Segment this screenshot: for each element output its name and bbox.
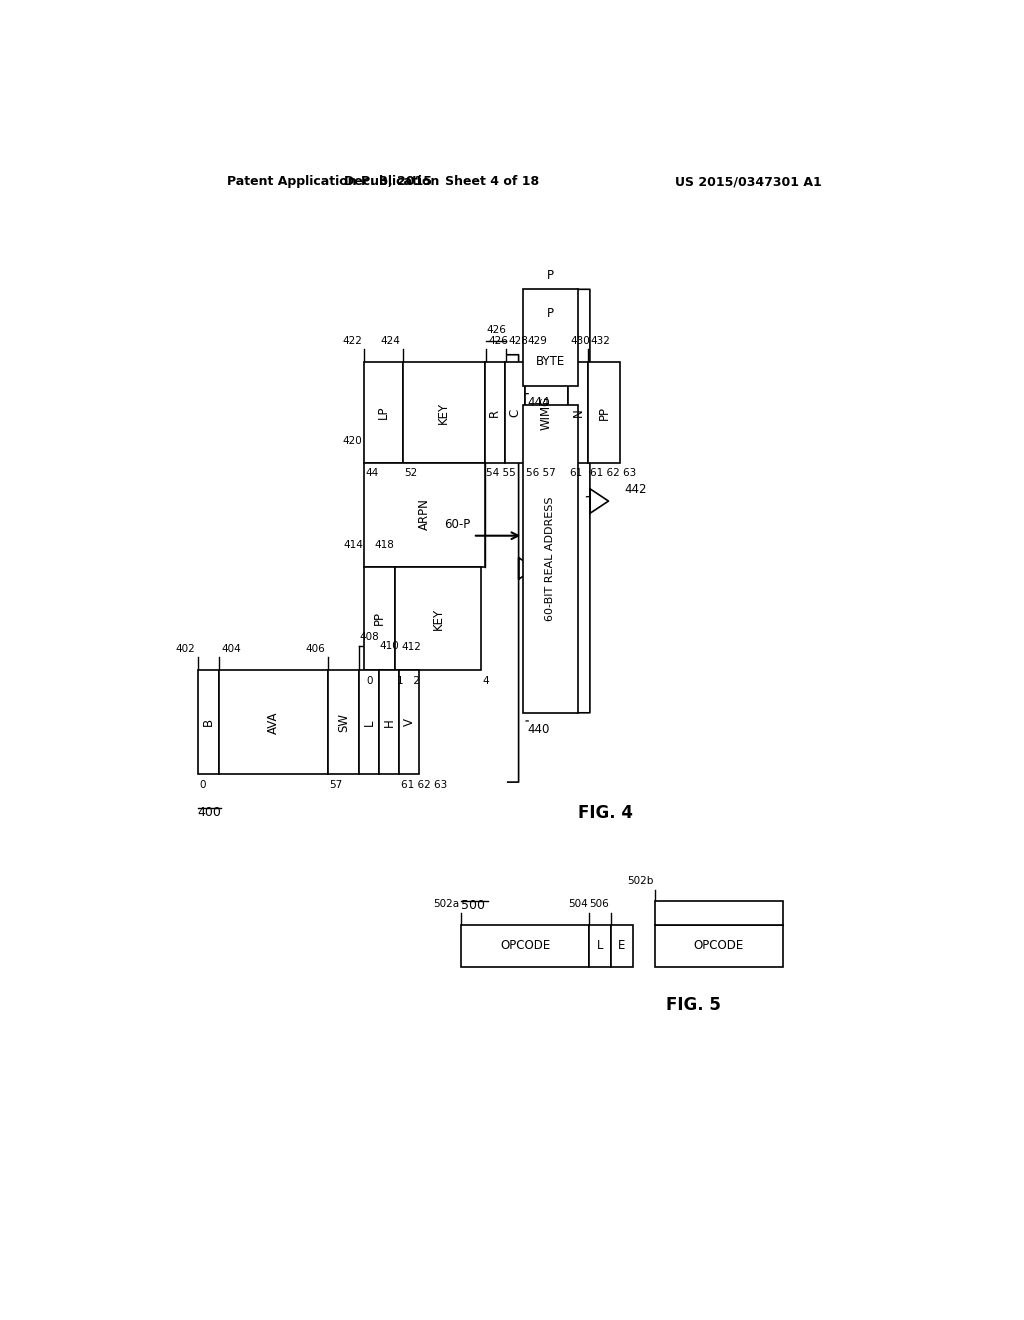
Text: FIG. 5: FIG. 5 <box>667 997 721 1014</box>
Text: 0: 0 <box>200 780 206 791</box>
Text: 444: 444 <box>527 396 550 409</box>
Bar <box>219 671 328 775</box>
Text: 426: 426 <box>488 335 508 346</box>
Text: PP: PP <box>374 611 386 626</box>
Bar <box>461 924 589 966</box>
Text: 400: 400 <box>198 807 221 820</box>
Text: C: C <box>508 408 521 417</box>
Text: 60-P: 60-P <box>444 519 471 532</box>
Text: 404: 404 <box>222 644 242 653</box>
Text: 442: 442 <box>624 483 646 496</box>
Bar <box>484 363 505 462</box>
Text: BYTE: BYTE <box>536 355 565 368</box>
Text: 1   2: 1 2 <box>397 676 420 686</box>
Text: 418: 418 <box>374 540 394 550</box>
Text: 60-BIT REAL ADDRESS: 60-BIT REAL ADDRESS <box>546 496 555 620</box>
Text: Patent Application Publication: Patent Application Publication <box>227 176 439 187</box>
Text: 52: 52 <box>404 469 418 478</box>
Text: 414: 414 <box>343 540 362 550</box>
Text: 420: 420 <box>342 436 362 446</box>
Text: P: P <box>547 306 554 319</box>
Text: 428: 428 <box>509 335 528 346</box>
Bar <box>365 462 484 566</box>
Text: 422: 422 <box>342 335 362 346</box>
Text: 412: 412 <box>401 643 422 652</box>
Bar <box>379 671 399 775</box>
Text: 61: 61 <box>569 469 583 478</box>
Text: N: N <box>571 408 585 417</box>
Text: 432: 432 <box>591 335 610 346</box>
Bar <box>505 363 525 462</box>
Bar <box>399 671 420 775</box>
Text: 504: 504 <box>568 899 588 908</box>
Text: H: H <box>383 718 395 727</box>
Text: US 2015/0347301 A1: US 2015/0347301 A1 <box>675 176 821 187</box>
Bar <box>403 363 484 462</box>
Text: 502a: 502a <box>433 899 460 908</box>
Bar <box>365 363 403 462</box>
Bar <box>568 363 589 462</box>
Bar <box>655 924 783 966</box>
Text: 44: 44 <box>366 469 379 478</box>
Bar <box>523 289 578 385</box>
Text: 424: 424 <box>381 335 400 346</box>
Bar <box>523 405 578 713</box>
Bar <box>395 566 480 671</box>
Text: 500: 500 <box>461 899 485 912</box>
Text: 440: 440 <box>527 723 550 737</box>
Text: 506: 506 <box>590 899 609 908</box>
Text: FIG. 4: FIG. 4 <box>578 804 633 822</box>
Text: 61 62 63: 61 62 63 <box>590 469 636 478</box>
Text: R: R <box>488 408 501 417</box>
Bar <box>655 902 783 924</box>
Text: PP: PP <box>598 405 610 420</box>
Text: E: E <box>618 940 626 952</box>
Text: 0: 0 <box>366 676 373 686</box>
Bar <box>611 924 633 966</box>
Bar <box>328 671 359 775</box>
Bar <box>524 363 568 462</box>
Text: V: V <box>402 718 416 726</box>
Text: AVA: AVA <box>267 711 281 734</box>
Text: L: L <box>597 940 603 952</box>
Text: 430: 430 <box>570 335 590 346</box>
Bar <box>589 924 611 966</box>
Text: 402: 402 <box>176 644 196 653</box>
Text: 426: 426 <box>486 325 506 335</box>
Bar <box>365 566 395 671</box>
Bar <box>589 363 621 462</box>
Text: P: P <box>547 269 554 282</box>
Text: 4: 4 <box>482 676 488 686</box>
Text: B: B <box>202 718 215 726</box>
Text: 410: 410 <box>379 640 399 651</box>
Text: OPCODE: OPCODE <box>694 940 744 952</box>
Text: 57: 57 <box>330 780 343 791</box>
Text: ARPN: ARPN <box>418 499 431 531</box>
Text: 61 62 63: 61 62 63 <box>400 780 447 791</box>
Bar <box>198 671 219 775</box>
Text: Dec. 3, 2015   Sheet 4 of 18: Dec. 3, 2015 Sheet 4 of 18 <box>344 176 540 187</box>
Text: 408: 408 <box>359 631 379 642</box>
Text: 429: 429 <box>527 335 547 346</box>
Text: KEY: KEY <box>431 607 444 630</box>
Text: 502b: 502b <box>627 875 653 886</box>
Text: SW: SW <box>337 713 350 731</box>
Text: 54 55: 54 55 <box>486 469 516 478</box>
Text: L: L <box>362 719 376 726</box>
Text: KEY: KEY <box>437 401 451 424</box>
Text: WIMG: WIMG <box>540 396 553 429</box>
Text: 406: 406 <box>306 644 326 653</box>
Bar <box>359 671 379 775</box>
Text: LP: LP <box>377 405 390 420</box>
Text: OPCODE: OPCODE <box>500 940 550 952</box>
Text: 56 57: 56 57 <box>526 469 556 478</box>
